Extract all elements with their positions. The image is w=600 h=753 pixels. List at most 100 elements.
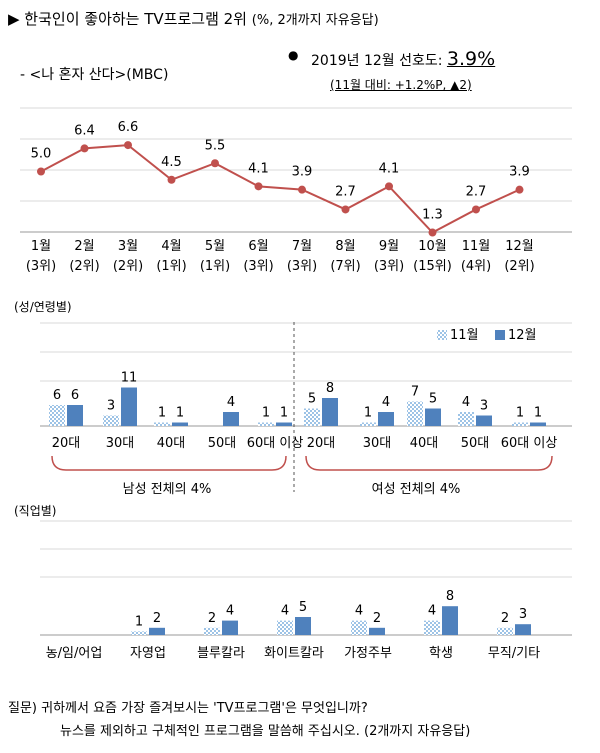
x-tick-label: 블루칼라 (197, 646, 245, 661)
data-label: 4.1 (248, 161, 269, 176)
question-line-2: 뉴스를 제외하고 구체적인 프로그램을 말씀해 주십시오. (2개까지 자유응답… (60, 724, 471, 739)
bar-dec (378, 412, 394, 426)
bar-dec (295, 617, 311, 635)
rank-label: (1위) (200, 259, 230, 274)
x-tick-label: 40대 (410, 436, 439, 451)
data-point (211, 159, 219, 168)
bar-value-label: 1 (176, 406, 184, 421)
x-tick-label: 6월 (248, 239, 268, 254)
bar-value-label: 4 (226, 604, 234, 619)
x-tick-label: 농/임/어업 (46, 646, 103, 661)
data-point (428, 228, 437, 237)
section-label-gender-age: (성/연령별) (14, 300, 72, 314)
rank-label: (2위) (113, 259, 143, 274)
bar-value-label: 4 (462, 395, 470, 410)
bar-value-label: 8 (326, 381, 334, 396)
bar-dec (442, 606, 458, 635)
x-tick-label: 20대 (307, 436, 336, 451)
x-tick-label: 9월 (379, 239, 399, 254)
bar-nov (360, 422, 376, 426)
rank-label: (2위) (504, 259, 534, 274)
x-tick-label: 40대 (157, 436, 186, 451)
data-label: 5.5 (205, 138, 226, 153)
bar-value-label: 4 (382, 395, 390, 410)
bar-value-label: 5 (429, 392, 437, 407)
bar-value-label: 11 (121, 371, 138, 386)
group-label-female: 여성 전체의 4% (372, 482, 461, 497)
x-tick-label: 2월 (74, 239, 94, 254)
bar-nov (204, 627, 220, 635)
x-tick-label: 3월 (118, 239, 138, 254)
title-main: ▶ 한국인이 좋아하는 TV프로그램 2위 (8, 10, 247, 28)
rank-label: (3위) (243, 259, 273, 274)
bar-dec (425, 408, 441, 426)
x-tick-label: 50대 (208, 436, 237, 451)
bar-value-label: 1 (135, 614, 143, 629)
rank-label: (1위) (156, 259, 186, 274)
data-point (124, 141, 132, 150)
bar-nov (154, 422, 170, 426)
data-label: 4.5 (161, 155, 182, 170)
data-point (167, 175, 176, 184)
x-tick-label: 20대 (52, 436, 81, 451)
data-point (37, 167, 45, 176)
x-tick-label: 60대 이상 (501, 436, 558, 451)
bar-nov (304, 408, 320, 426)
bar-value-label: 5 (308, 392, 316, 407)
bar-value-label: 2 (373, 611, 381, 626)
x-tick-label: 자영업 (130, 646, 166, 661)
group-label-male: 남성 전체의 4% (123, 482, 212, 497)
x-tick-label: 11월 (462, 239, 491, 254)
x-tick-label: 30대 (106, 436, 135, 451)
bar-nov (131, 631, 147, 635)
bar-nov (458, 412, 474, 426)
preference-summary: 2019년 12월 선호도: 3.9% (311, 48, 495, 70)
bar-dec (149, 627, 165, 635)
x-tick-label: 30대 (363, 436, 392, 451)
legend-swatch-nov (437, 330, 447, 340)
rank-label: (4위) (461, 259, 491, 274)
x-tick-label: 화이트칼라 (264, 646, 324, 661)
x-tick-label: 60대 이상 (247, 436, 304, 451)
bar-nov (407, 401, 423, 426)
data-point (472, 205, 480, 214)
preference-label: 2019년 12월 선호도: (311, 53, 443, 69)
data-label: 3.9 (509, 165, 530, 180)
bar-dec (276, 422, 292, 426)
bar-dec (67, 405, 83, 426)
data-label: 1.3 (422, 208, 443, 223)
bar-value-label: 6 (53, 388, 61, 403)
x-tick-label: 가정주부 (344, 646, 392, 661)
bracket-male (51, 455, 287, 471)
bar-value-label: 1 (280, 406, 288, 421)
data-point (254, 182, 263, 191)
bar-dec (322, 398, 338, 426)
bar-value-label: 4 (428, 604, 436, 619)
data-label: 2.7 (466, 184, 487, 199)
data-label: 6.4 (74, 123, 95, 138)
bar-value-label: 1 (516, 406, 524, 421)
bar-nov (49, 405, 65, 426)
bar-nov (103, 415, 119, 426)
bar-value-label: 7 (411, 385, 419, 400)
x-tick-label: 4월 (161, 239, 181, 254)
bar-value-label: 5 (299, 600, 307, 615)
data-point (385, 182, 393, 191)
rank-label: (3위) (287, 259, 317, 274)
data-point (298, 185, 306, 194)
bar-dec (172, 422, 188, 426)
section-label-occupation: (직업별) (14, 504, 56, 518)
bar-dec (530, 422, 546, 426)
bar-nov (512, 422, 528, 426)
data-label: 3.9 (292, 165, 313, 180)
bar-value-label: 3 (107, 399, 115, 414)
program-name: - <나 혼자 산다>(MBC) (20, 67, 169, 83)
x-tick-label: 10월 (418, 239, 447, 254)
bracket-female (305, 455, 553, 471)
bar-value-label: 2 (208, 611, 216, 626)
bar-value-label: 2 (153, 611, 161, 626)
preference-change: (11월 대비: +1.2%P, ▲2) (330, 78, 472, 92)
bar-nov (497, 627, 513, 635)
bar-dec (476, 415, 492, 426)
